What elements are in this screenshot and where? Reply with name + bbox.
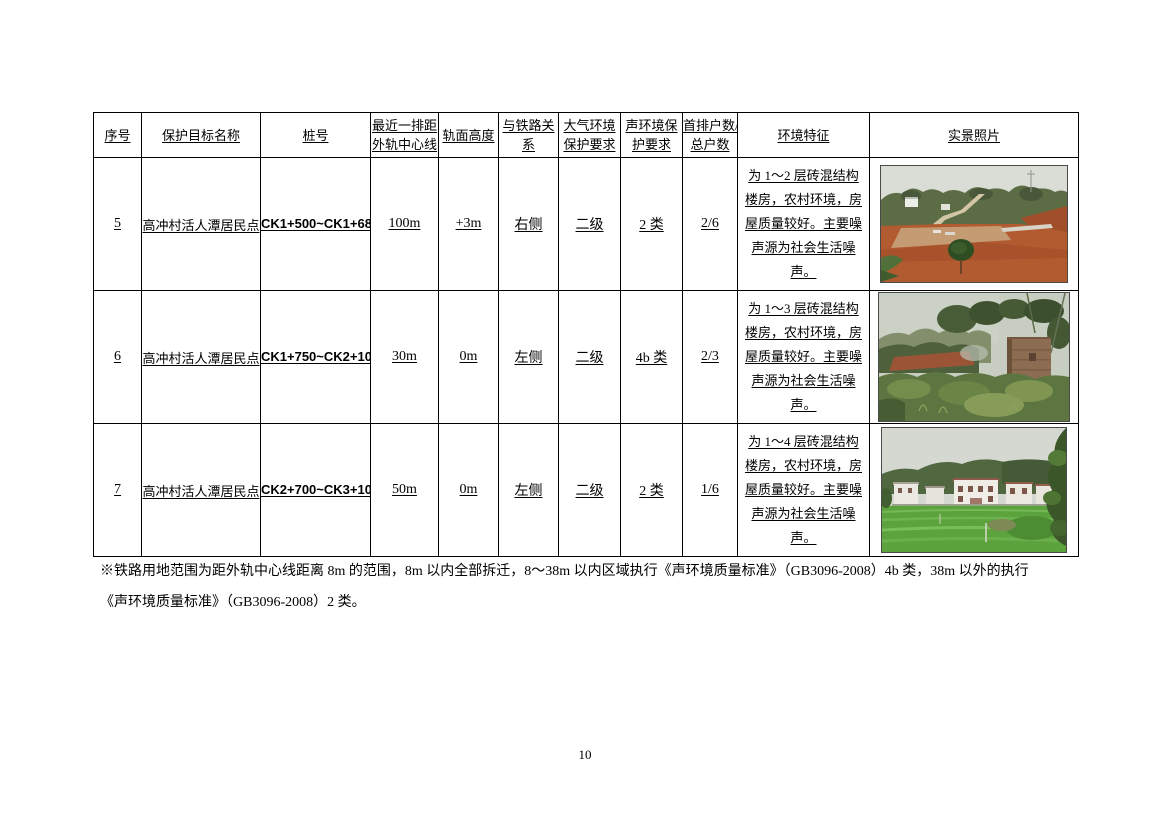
cell-households: 1/6 [682, 423, 738, 557]
header-stake: 桩号 [260, 112, 371, 158]
cell-nearest-distance: 100m [370, 157, 439, 291]
cell-noise-protection: 4b 类 [620, 290, 683, 424]
header-noise-protection: 声环境保 护要求 [620, 112, 683, 158]
cell-photo [869, 157, 1079, 291]
cell-rail-height: 0m [438, 423, 499, 557]
cell-seq: 6 [93, 290, 142, 424]
header-railway-relation: 与铁路关系 [498, 112, 559, 158]
footnote-line: 《声环境质量标准》（GB3096-2008）2 类。 [100, 595, 366, 610]
table-row: 5 高冲村活人潭居民点 CK1+500~CK1+680 100m +3m 右侧 … [93, 157, 1079, 291]
cell-households: 2/6 [682, 157, 738, 291]
header-photo: 实景照片 [869, 112, 1079, 158]
cell-rail-height: +3m [438, 157, 499, 291]
cell-households: 2/3 [682, 290, 738, 424]
table-row: 7 高冲村活人潭居民点 CK2+700~CK3+100 50m 0m 左侧 二级… [93, 423, 1079, 557]
cell-photo [869, 423, 1079, 557]
cell-air-protection: 二级 [558, 423, 621, 557]
page-number: 10 [578, 747, 592, 762]
cell-air-protection: 二级 [558, 157, 621, 291]
cell-nearest-distance: 30m [370, 290, 439, 424]
header-air-protection: 大气环境 保护要求 [558, 112, 621, 158]
cell-noise-protection: 2 类 [620, 157, 683, 291]
cell-target-name: 高冲村活人潭居民点 [141, 157, 261, 291]
site-photo-vegetation [878, 292, 1070, 422]
cell-env-features: 为 1～4 层砖混结构楼房，农村环境，房屋质量较好。主要噪声源为社会生活噪声。 [737, 423, 870, 557]
cell-stake: CK1+500~CK1+680 [260, 157, 371, 291]
cell-stake: CK2+700~CK3+100 [260, 423, 371, 557]
cell-air-protection: 二级 [558, 290, 621, 424]
protection-targets-table: 序号 保护目标名称 桩号 最近一排距 外轨中心线 轨面高度 与铁路关系 大气环境保… [93, 112, 1079, 557]
cell-stake: CK1+750~CK2+100 [260, 290, 371, 424]
cell-rail-height: 0m [438, 290, 499, 424]
footnote: ※铁路用地范围为距外轨中心线距离 8m 的范围，8m 以内全部拆迁，8～38m … [100, 556, 1080, 618]
footnote-line: ※铁路用地范围为距外轨中心线距离 8m 的范围，8m 以内全部拆迁，8～38m … [100, 564, 1029, 579]
cell-railway-relation: 左侧 [498, 423, 559, 557]
header-target-name: 保护目标名称 [141, 112, 261, 158]
cell-env-features: 为 1～2 层砖混结构楼房，农村环境，房屋质量较好。主要噪声源为社会生活噪声。 [737, 157, 870, 291]
cell-railway-relation: 右侧 [498, 157, 559, 291]
header-env-features: 环境特征 [737, 112, 870, 158]
header-seq: 序号 [93, 112, 142, 158]
cell-railway-relation: 左侧 [498, 290, 559, 424]
cell-noise-protection: 2 类 [620, 423, 683, 557]
table-row: 6 高冲村活人潭居民点 CK1+750~CK2+100 30m 0m 左侧 二级… [93, 290, 1079, 424]
cell-nearest-distance: 50m [370, 423, 439, 557]
site-photo-village-field [881, 427, 1067, 553]
cell-target-name: 高冲村活人潭居民点 [141, 423, 261, 557]
cell-seq: 7 [93, 423, 142, 557]
header-households: 首排户数/总户数 [682, 112, 738, 158]
table-header-row: 序号 保护目标名称 桩号 最近一排距 外轨中心线 轨面高度 与铁路关系 大气环境保… [93, 112, 1079, 158]
site-photo-construction [880, 165, 1068, 283]
cell-seq: 5 [93, 157, 142, 291]
header-nearest-distance: 最近一排距 外轨中心线 [370, 112, 439, 158]
header-rail-height: 轨面高度 [438, 112, 499, 158]
cell-photo [869, 290, 1079, 424]
cell-env-features: 为 1～3 层砖混结构楼房，农村环境，房屋质量较好。主要噪声源为社会生活噪声。 [737, 290, 870, 424]
cell-target-name: 高冲村活人潭居民点 [141, 290, 261, 424]
